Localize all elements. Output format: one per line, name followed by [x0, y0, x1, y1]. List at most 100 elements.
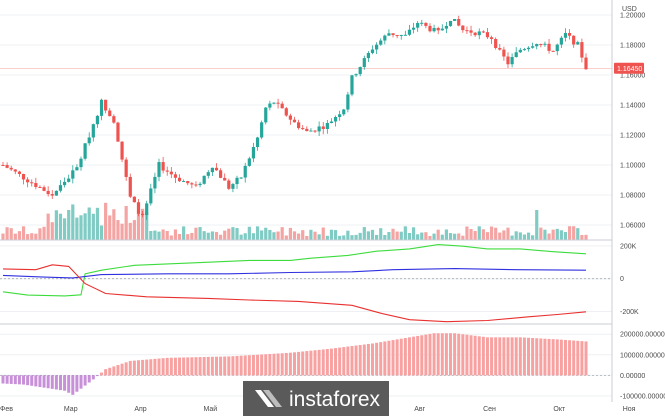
candle-body: [309, 130, 313, 132]
candle-body: [346, 94, 350, 110]
histogram-bar: [288, 352, 292, 376]
candle-body: [26, 179, 30, 183]
candle-body: [370, 49, 375, 53]
histogram-bar: [42, 375, 46, 388]
histogram-bar: [116, 365, 120, 376]
candle-body: [5, 165, 9, 168]
volume-bar: [34, 233, 38, 240]
histogram-bar: [22, 375, 26, 385]
histogram-bar: [91, 375, 95, 380]
candle-body: [108, 110, 112, 117]
histogram-bar: [95, 375, 99, 377]
candle-body: [297, 122, 301, 129]
volume-bar: [268, 229, 272, 240]
histogram-bar: [576, 340, 580, 376]
histogram-bar: [260, 354, 264, 376]
candle-body: [321, 126, 325, 129]
volume-bar: [391, 228, 395, 240]
volume-bar: [26, 234, 30, 240]
histogram-bar: [568, 340, 572, 376]
volume-bar: [350, 235, 354, 240]
volume-bar: [157, 231, 161, 240]
candle-body: [75, 167, 79, 171]
histogram-bar: [563, 339, 567, 376]
volume-bar: [489, 226, 494, 240]
volume-bar: [140, 208, 145, 240]
month-label: Май: [203, 405, 217, 413]
histogram-bar: [354, 345, 358, 376]
candle-body: [173, 174, 178, 178]
candle-body: [50, 194, 54, 196]
volume-bar: [444, 229, 449, 240]
candle-body: [38, 186, 42, 188]
histogram-bar: [227, 356, 231, 376]
histogram-bar: [469, 335, 473, 376]
candle-body: [555, 44, 559, 52]
volume-bar: [251, 233, 256, 240]
candle-body: [128, 176, 132, 197]
histogram-bar: [481, 336, 485, 376]
histogram-bar: [108, 367, 112, 376]
volume-bar: [420, 232, 424, 240]
histogram-bar: [444, 333, 448, 376]
histogram-bar: [535, 338, 539, 376]
histogram-bar: [186, 357, 190, 376]
candle-body: [366, 52, 371, 59]
histogram-bar: [522, 337, 526, 376]
volume-bar: [510, 235, 514, 240]
volume-bar: [461, 235, 465, 240]
volume-bar: [169, 235, 173, 240]
volume-bar: [354, 234, 358, 240]
histogram-bar: [387, 340, 391, 376]
volume-bar: [145, 212, 149, 240]
histogram-bar: [403, 338, 407, 376]
volume-bar: [370, 229, 375, 240]
candle-body: [432, 28, 436, 32]
price-pane[interactable]: [0, 14, 612, 240]
oscillator-series-line: [2, 264, 587, 323]
candle-body: [502, 49, 506, 57]
candle-body: [379, 40, 383, 45]
histogram-bar: [449, 333, 453, 376]
histogram-bar: [83, 375, 87, 386]
oscillator-tick-label: 200K: [620, 243, 637, 250]
volume-bar: [91, 213, 95, 240]
candle-body: [510, 57, 514, 65]
volume-bar: [280, 227, 284, 240]
volume-bar: [46, 213, 50, 240]
candle-body: [149, 188, 153, 204]
histogram-bar: [375, 342, 379, 376]
histogram-bar: [407, 337, 411, 376]
candle-body: [580, 42, 584, 58]
volume-bar: [436, 229, 440, 240]
candle-body: [91, 124, 95, 138]
histogram-bar: [178, 357, 182, 376]
volume-bar: [379, 228, 383, 240]
candle-body: [543, 43, 547, 45]
histogram-bar: [223, 356, 227, 376]
oscillator-pane[interactable]: [0, 244, 612, 323]
candle-body: [420, 22, 424, 24]
volume-bar: [477, 226, 481, 240]
volume-bar: [231, 227, 235, 240]
histogram-bar: [112, 366, 116, 376]
volume-bar: [120, 223, 124, 240]
volume-bar: [531, 235, 535, 240]
candle-body: [329, 121, 334, 123]
candle-body: [218, 170, 223, 178]
histogram-bar: [317, 349, 321, 376]
volume-bar: [502, 230, 506, 240]
candle-body: [383, 35, 387, 41]
candle-body: [539, 44, 543, 46]
volume-bar: [21, 226, 26, 240]
price-tick-label: 1.10000: [620, 163, 645, 170]
volume-bar: [116, 220, 120, 240]
volume-bar: [1, 233, 5, 240]
histogram-bar: [67, 375, 71, 393]
volume-bar: [494, 227, 498, 240]
histogram-bar: [453, 333, 457, 376]
histogram-bar: [502, 337, 506, 376]
volume-bar: [112, 209, 116, 240]
volume-bar: [428, 235, 432, 240]
candle-body: [584, 57, 588, 70]
